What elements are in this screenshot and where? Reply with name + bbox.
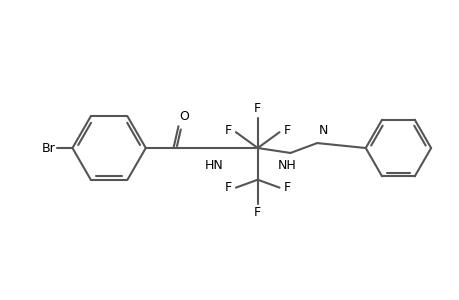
Text: F: F bbox=[254, 102, 261, 115]
Text: O: O bbox=[179, 110, 189, 123]
Text: F: F bbox=[283, 181, 290, 194]
Text: F: F bbox=[224, 181, 231, 194]
Text: N: N bbox=[319, 124, 328, 137]
Text: F: F bbox=[254, 206, 261, 220]
Text: F: F bbox=[283, 124, 290, 137]
Text: NH: NH bbox=[278, 159, 296, 172]
Text: F: F bbox=[224, 124, 231, 137]
Text: Br: Br bbox=[42, 142, 56, 154]
Text: HN: HN bbox=[204, 159, 223, 172]
